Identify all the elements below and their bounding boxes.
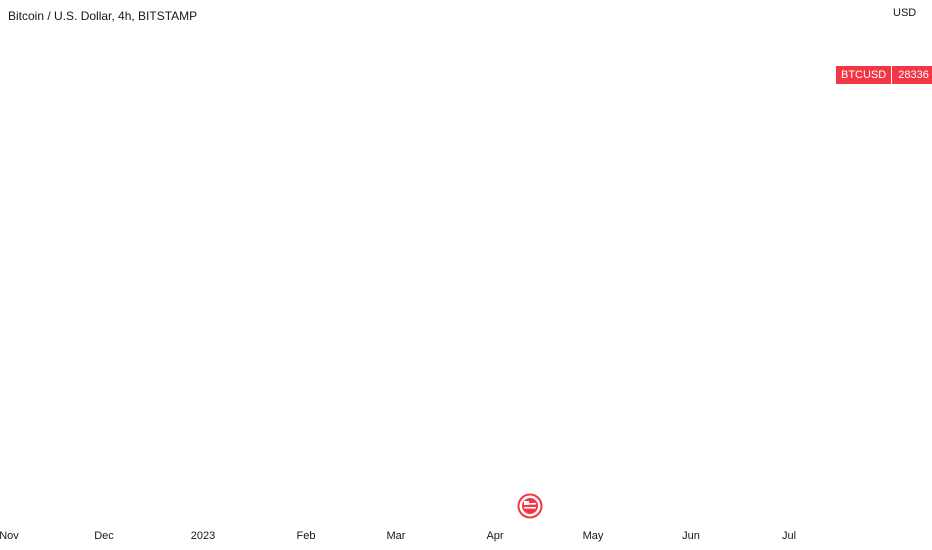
x-tick-label: Dec <box>94 530 114 542</box>
x-tick-label: 2023 <box>191 530 215 542</box>
chart-title: Bitcoin / U.S. Dollar, 4h, BITSTAMP <box>8 9 198 23</box>
x-tick-label: Feb <box>297 530 316 542</box>
price-badge: BTCUSD 28336 <box>836 66 932 84</box>
x-tick-label: Nov <box>0 530 19 542</box>
x-tick-label: Mar <box>387 530 406 542</box>
x-tick-label: Jul <box>782 530 796 542</box>
currency-label: USD <box>893 7 917 19</box>
x-tick-label: Jun <box>682 530 700 542</box>
x-axis[interactable]: Nov Dec 2023 Feb Mar Apr May Jun Jul <box>0 530 796 542</box>
x-tick-label: May <box>583 530 604 542</box>
flag-logo-icon[interactable] <box>515 493 545 519</box>
price-badge-symbol: BTCUSD <box>836 66 893 84</box>
price-badge-value: 28336 <box>892 66 932 84</box>
x-tick-label: Apr <box>486 530 503 542</box>
